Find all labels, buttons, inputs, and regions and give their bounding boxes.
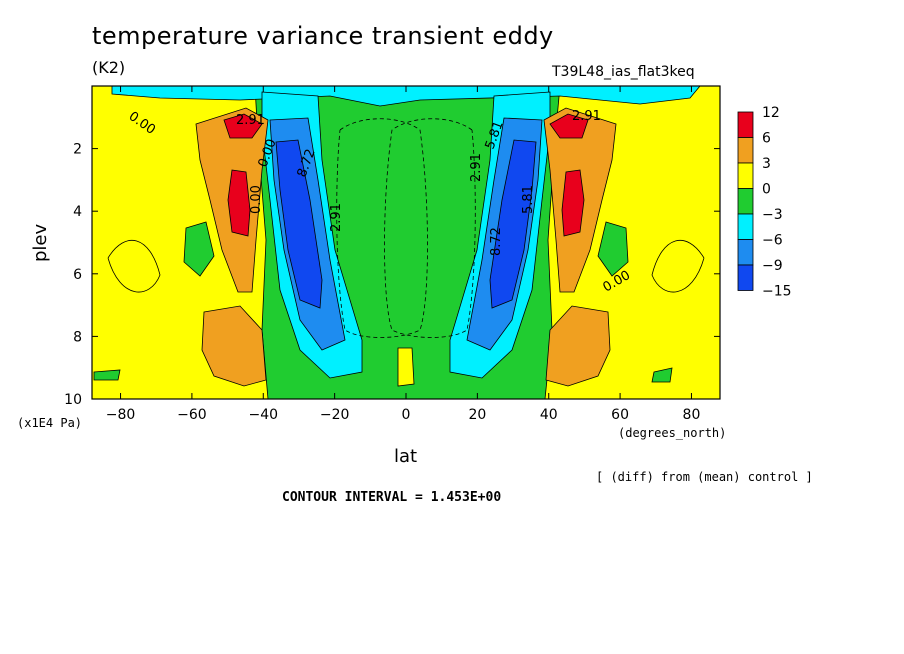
contour-label: 2.91 (236, 113, 265, 128)
legend-swatch (737, 213, 754, 240)
y-tick-label: 6 (73, 267, 82, 283)
y-axis-units: (x1E4 Pa) (17, 416, 83, 430)
difference-note: [ (diff) from (mean) control ] (596, 470, 813, 484)
color-legend: 12 6 3 0 −3 −6 −9 −15 (737, 105, 792, 300)
green-sliver-south (93, 369, 121, 381)
x-tick-label: −40 (248, 407, 278, 423)
contour-label: 5.81 (521, 185, 536, 214)
blue-core-north (489, 139, 537, 309)
red-core-mid-south (227, 169, 251, 237)
run-name-label: T39L48_ias_flat3keq (552, 64, 695, 80)
chart-title: temperature variance transient eddy (92, 22, 554, 50)
contour-label: 2.91 (469, 153, 484, 182)
x-tick-label: 0 (402, 407, 411, 423)
plot-area (92, 86, 720, 399)
contour-line-mirror-0 (651, 239, 705, 293)
contour-label: 2.91 (329, 203, 344, 232)
axes: −80 −60 −40 −20 0 20 40 60 80 2 4 6 8 10 (64, 86, 720, 423)
x-axis-label: lat (394, 446, 418, 467)
x-tick-label: −20 (320, 407, 350, 423)
legend-swatch (737, 264, 754, 291)
blue-core-south (275, 139, 323, 309)
legend-swatch (737, 188, 754, 215)
legend-label: −3 (762, 207, 783, 223)
contour-line-1 (336, 118, 428, 338)
green-patch-north (597, 221, 629, 277)
legend-swatch (737, 162, 754, 189)
orange-plume-lower-north (545, 305, 611, 387)
green-sliver-north (651, 367, 673, 383)
yellow-equator-patch (397, 347, 415, 387)
x-tick-label: −60 (177, 407, 207, 423)
red-core-mid-north (561, 169, 585, 237)
cyan-top-strip (111, 86, 701, 107)
contour-label: 2.91 (572, 109, 601, 124)
x-tick-label: 80 (683, 407, 701, 423)
contour-interval-label: CONTOUR INTERVAL = 1.453E+00 (282, 490, 502, 505)
units-label: (K2) (92, 58, 126, 77)
x-axis-units: (degrees_north) (618, 426, 727, 440)
y-tick-label: 10 (64, 392, 82, 408)
y-tick-label: 8 (73, 329, 82, 345)
x-tick-label: 60 (611, 407, 629, 423)
red-core-top-north (549, 113, 589, 139)
y-tick-label: 4 (73, 204, 82, 220)
contour-line-0 (107, 239, 161, 293)
legend-swatch (737, 137, 754, 164)
contour-line-mirror-1 (384, 118, 476, 338)
legend-label: −9 (762, 258, 783, 274)
legend-label: −6 (762, 233, 783, 249)
legend-label: 6 (762, 131, 771, 147)
orange-plume-lower-south (201, 305, 267, 387)
legend-label: 0 (762, 182, 771, 198)
green-patch-south (183, 221, 215, 277)
x-tick-label: 40 (540, 407, 558, 423)
legend-swatch (737, 239, 754, 266)
contour-label: 8.72 (489, 227, 504, 256)
y-tick-label: 2 (73, 142, 82, 158)
x-tick-label: 20 (468, 407, 486, 423)
legend-label: −15 (762, 284, 792, 300)
legend-swatch (737, 111, 754, 138)
contour-label: 0.00 (249, 185, 264, 214)
x-tick-label: −80 (106, 407, 136, 423)
contour-labels: 2.910.008.725.812.912.915.818.722.910.00… (126, 109, 633, 295)
legend-label: 3 (762, 156, 771, 172)
red-core-top-south (223, 113, 263, 139)
legend-label: 12 (762, 105, 780, 121)
